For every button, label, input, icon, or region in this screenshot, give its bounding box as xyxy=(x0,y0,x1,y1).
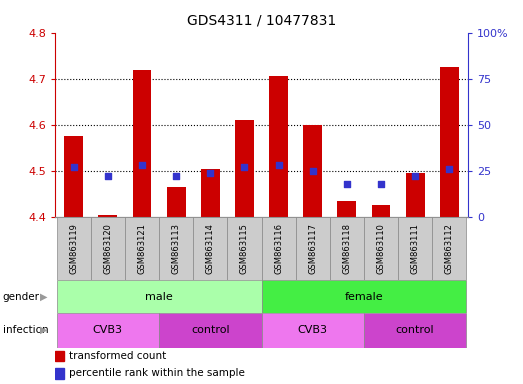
Text: CVB3: CVB3 xyxy=(298,325,328,335)
Bar xyxy=(56,217,91,280)
Text: ▶: ▶ xyxy=(40,291,48,302)
Bar xyxy=(201,169,220,217)
Text: GDS4311 / 10477831: GDS4311 / 10477831 xyxy=(187,13,336,27)
Bar xyxy=(91,217,125,280)
Text: percentile rank within the sample: percentile rank within the sample xyxy=(69,368,244,378)
Text: GSM863112: GSM863112 xyxy=(445,223,454,274)
Point xyxy=(343,181,351,187)
Bar xyxy=(64,136,83,217)
Text: CVB3: CVB3 xyxy=(93,325,123,335)
Point xyxy=(70,164,78,170)
Bar xyxy=(337,201,356,217)
Bar xyxy=(432,217,467,280)
Bar xyxy=(56,313,159,348)
Bar xyxy=(159,217,193,280)
Text: GSM863116: GSM863116 xyxy=(274,223,283,274)
Bar xyxy=(56,280,262,313)
Text: GSM863110: GSM863110 xyxy=(377,223,385,274)
Point xyxy=(445,166,453,172)
Text: male: male xyxy=(145,291,173,302)
Bar xyxy=(262,313,364,348)
Point xyxy=(104,173,112,179)
Bar xyxy=(228,217,262,280)
Bar xyxy=(193,217,228,280)
Text: GSM863119: GSM863119 xyxy=(69,223,78,274)
Bar xyxy=(98,215,117,217)
Point xyxy=(206,170,214,176)
Bar xyxy=(125,217,159,280)
Text: infection: infection xyxy=(3,325,48,335)
Point xyxy=(172,173,180,179)
Bar xyxy=(55,351,64,361)
Point xyxy=(138,162,146,169)
Bar xyxy=(167,187,186,217)
Bar xyxy=(303,125,322,217)
Text: transformed count: transformed count xyxy=(69,351,166,361)
Bar xyxy=(159,313,262,348)
Text: female: female xyxy=(345,291,383,302)
Point xyxy=(309,168,317,174)
Point xyxy=(275,162,283,169)
Text: GSM863114: GSM863114 xyxy=(206,223,215,274)
Point xyxy=(411,173,419,179)
Bar xyxy=(55,368,64,379)
Text: GSM863121: GSM863121 xyxy=(138,223,146,274)
Point xyxy=(377,181,385,187)
Bar xyxy=(398,217,432,280)
Text: GSM863113: GSM863113 xyxy=(172,223,180,274)
Bar xyxy=(372,205,390,217)
Text: GSM863120: GSM863120 xyxy=(104,223,112,274)
Text: GSM863118: GSM863118 xyxy=(343,223,351,274)
Bar xyxy=(406,173,425,217)
Text: control: control xyxy=(396,325,435,335)
Text: GSM863115: GSM863115 xyxy=(240,223,249,274)
Text: control: control xyxy=(191,325,230,335)
Bar xyxy=(262,217,295,280)
Bar xyxy=(440,67,459,217)
Bar xyxy=(295,217,330,280)
Bar xyxy=(269,76,288,217)
Bar xyxy=(262,280,467,313)
Text: gender: gender xyxy=(3,291,40,302)
Bar xyxy=(235,120,254,217)
Bar xyxy=(364,313,467,348)
Bar xyxy=(330,217,364,280)
Text: GSM863111: GSM863111 xyxy=(411,223,419,274)
Bar xyxy=(133,70,151,217)
Point xyxy=(240,164,248,170)
Bar xyxy=(364,217,398,280)
Text: GSM863117: GSM863117 xyxy=(308,223,317,274)
Text: ▶: ▶ xyxy=(40,325,48,335)
